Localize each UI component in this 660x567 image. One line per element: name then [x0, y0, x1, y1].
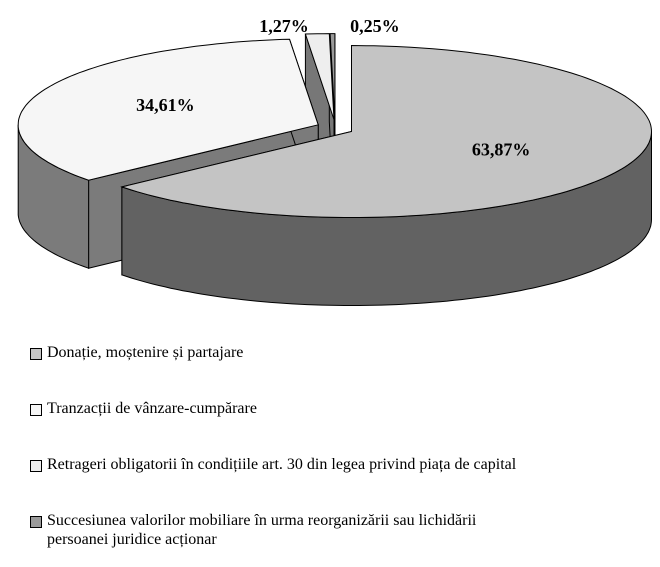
- slice: [120, 44, 653, 218]
- chart: 63,87% 34,61% 1,27% 0,25%: [17, 16, 653, 306]
- legend-item: Retrageri obligatorii în condițiile art.…: [30, 455, 630, 511]
- legend-swatch: [30, 404, 42, 416]
- slice: [17, 38, 319, 181]
- legend-swatch: [30, 460, 42, 472]
- data-label: 34,61%: [136, 95, 195, 115]
- legend-label: Succesiunea valorilor mobiliare în urma …: [47, 512, 477, 548]
- slice: [329, 33, 336, 120]
- legend-label: Donație, moștenire și partajare: [47, 344, 244, 361]
- slice: [304, 33, 335, 120]
- legend-swatch: [30, 516, 42, 528]
- legend-item: Tranzacții de vânzare-cumpărare: [30, 399, 630, 455]
- legend-item: Donație, moștenire și partajare: [30, 343, 630, 399]
- data-label: 0,25%: [350, 16, 400, 36]
- legend-label: Retrageri obligatorii în condițiile art.…: [47, 456, 517, 473]
- legend-swatch: [30, 348, 42, 360]
- legend: Donație, moștenire și partajare Tranzacți…: [30, 343, 630, 567]
- legend-label: Tranzacții de vânzare-cumpărare: [47, 400, 257, 417]
- legend-item: Succesiunea valorilor mobiliare în urma …: [30, 511, 630, 567]
- data-label: 1,27%: [259, 16, 309, 36]
- data-label: 63,87%: [472, 140, 531, 160]
